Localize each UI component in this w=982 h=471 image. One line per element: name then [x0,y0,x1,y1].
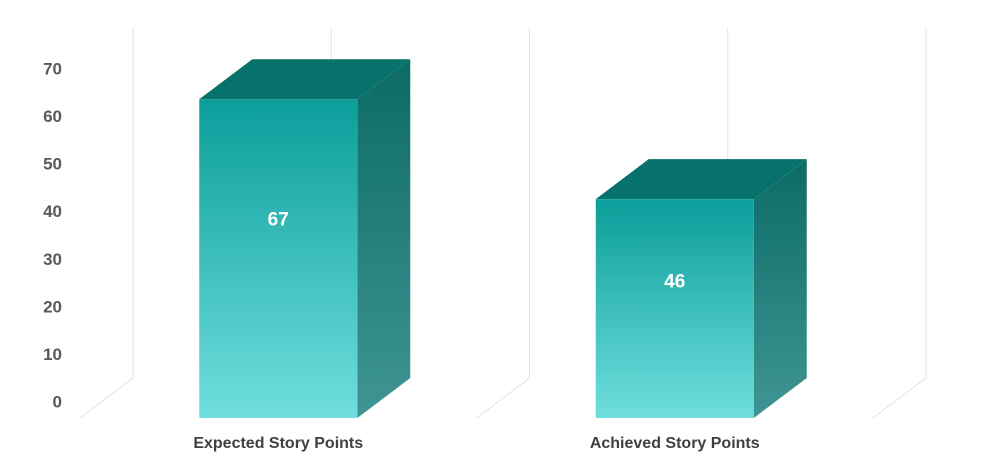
y-tick-label: 60 [43,107,62,126]
y-tick-label: 20 [43,297,62,316]
bar-side [753,159,807,418]
y-tick-label: 40 [43,202,62,221]
x-axis: Expected Story Points Achieved Story Poin… [193,435,759,452]
bar [199,99,358,419]
y-tick-label: 30 [43,250,62,269]
y-tick-label: 10 [43,345,62,364]
grid-floor-line [79,377,134,419]
bar-group: 67 [199,59,411,419]
bar [595,199,754,418]
grid-floor-line [872,377,927,419]
y-tick-label: 50 [43,155,62,174]
bar-data-label: 67 [268,209,289,230]
bar-top [199,59,411,100]
x-category-label: Expected Story Points [193,435,363,452]
bar-group: 46 [595,159,807,418]
y-axis: 0 10 20 30 40 50 60 70 [43,59,62,411]
bar-top [595,159,807,200]
bar-side [357,59,411,419]
y-tick-label: 70 [43,59,62,78]
grid-floor-line [476,377,530,419]
bars: 67 46 [199,59,807,419]
bar-data-label: 46 [664,271,685,292]
x-category-label: Achieved Story Points [590,435,760,452]
y-tick-label: 0 [53,392,62,411]
